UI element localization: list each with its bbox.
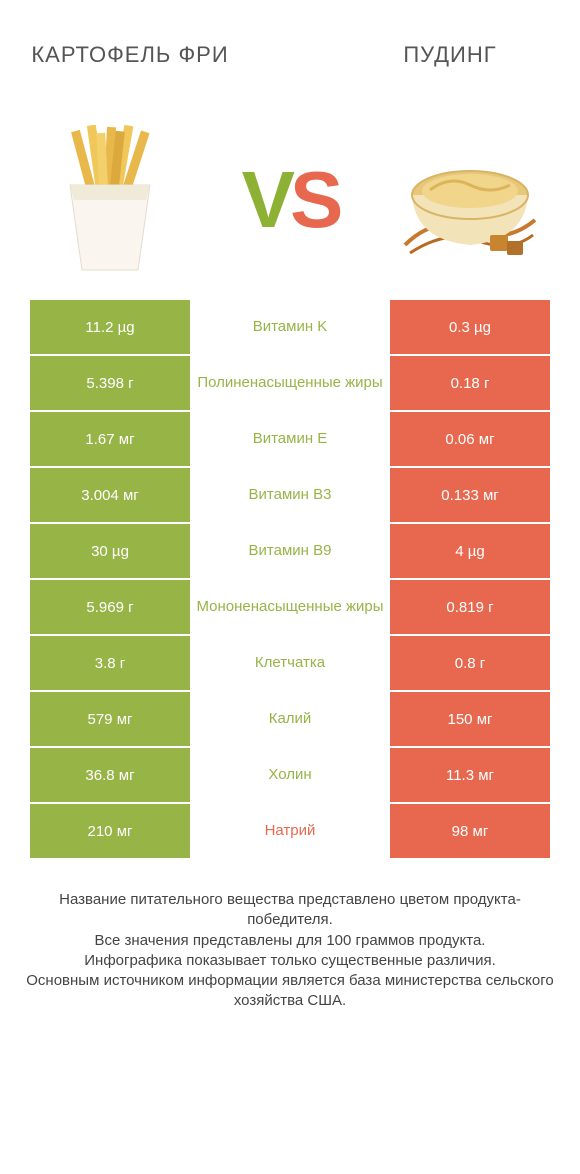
table-row: 5.969 гМононенасыщенные жиры0.819 г [30, 580, 550, 634]
footnote-line: Название питательного вещества представл… [20, 890, 560, 931]
nutrient-label: Полиненасыщенные жиры [190, 356, 390, 410]
right-value: 4 µg [390, 524, 550, 578]
nutrient-label: Витамин E [190, 412, 390, 466]
right-value: 11.3 мг [390, 748, 550, 802]
table-row: 5.398 гПолиненасыщенные жиры0.18 г [30, 356, 550, 410]
right-value: 0.819 г [390, 580, 550, 634]
nutrient-label: Мононенасыщенные жиры [190, 580, 390, 634]
table-row: 36.8 мгХолин11.3 мг [30, 748, 550, 802]
left-value: 5.969 г [30, 580, 190, 634]
left-food-title: КАРТОФЕЛЬ ФРИ [30, 42, 230, 68]
right-food-title: ПУДИНГ [350, 42, 550, 68]
table-row: 3.004 мгВитамин B30.133 мг [30, 468, 550, 522]
table-row: 11.2 µgВитамин K0.3 µg [30, 300, 550, 354]
footnote: Название питательного вещества представл… [0, 860, 580, 1012]
nutrient-label: Витамин B3 [190, 468, 390, 522]
images-row: VS [0, 100, 580, 300]
left-value: 579 мг [30, 692, 190, 746]
right-value: 98 мг [390, 804, 550, 858]
footnote-line: Все значения представлены для 100 граммо… [20, 931, 560, 951]
nutrient-label: Витамин K [190, 300, 390, 354]
left-value: 30 µg [30, 524, 190, 578]
table-row: 3.8 гКлетчатка0.8 г [30, 636, 550, 690]
nutrient-label: Калий [190, 692, 390, 746]
left-value: 3.8 г [30, 636, 190, 690]
right-value: 0.3 µg [390, 300, 550, 354]
right-value: 0.8 г [390, 636, 550, 690]
left-value: 3.004 мг [30, 468, 190, 522]
nutrient-label: Натрий [190, 804, 390, 858]
pudding-image [390, 120, 550, 280]
table-row: 30 µgВитамин B94 µg [30, 524, 550, 578]
right-value: 0.06 мг [390, 412, 550, 466]
table-row: 579 мгКалий150 мг [30, 692, 550, 746]
vs-s: S [290, 155, 338, 244]
vs-v: V [242, 155, 290, 244]
left-value: 36.8 мг [30, 748, 190, 802]
fries-image [30, 120, 190, 280]
table-row: 210 мгНатрий98 мг [30, 804, 550, 858]
left-value: 210 мг [30, 804, 190, 858]
left-value: 5.398 г [30, 356, 190, 410]
right-value: 150 мг [390, 692, 550, 746]
nutrient-label: Витамин B9 [190, 524, 390, 578]
footnote-line: Основным источником информации является … [20, 971, 560, 1012]
comparison-table: 11.2 µgВитамин K0.3 µg5.398 гПолиненасыщ… [0, 300, 580, 858]
nutrient-label: Холин [190, 748, 390, 802]
nutrient-label: Клетчатка [190, 636, 390, 690]
vs-label: VS [242, 154, 339, 246]
table-row: 1.67 мгВитамин E0.06 мг [30, 412, 550, 466]
right-value: 0.133 мг [390, 468, 550, 522]
footnote-line: Инфографика показывает только существенн… [20, 951, 560, 971]
left-value: 11.2 µg [30, 300, 190, 354]
header: КАРТОФЕЛЬ ФРИ ПУДИНГ [0, 0, 580, 100]
left-value: 1.67 мг [30, 412, 190, 466]
right-value: 0.18 г [390, 356, 550, 410]
